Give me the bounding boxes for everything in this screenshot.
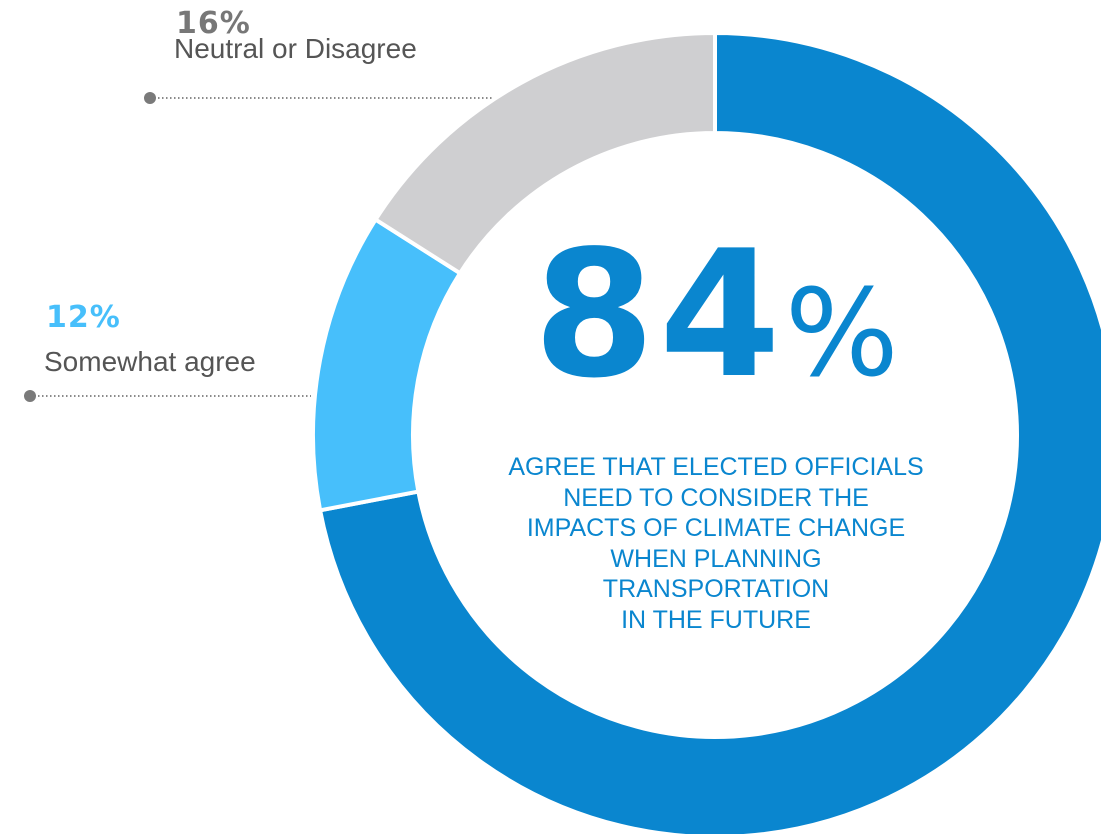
- headline-value: 84: [533, 214, 785, 417]
- neutral-label: Neutral or Disagree: [174, 33, 417, 64]
- callout-somewhat-label: Somewhat agree: [44, 346, 256, 378]
- callout-neutral-label: Neutral or Disagree: [174, 33, 417, 65]
- callout-neutral-leader: [144, 92, 493, 104]
- neutral-percent: 16%: [176, 6, 251, 41]
- callout-somewhat-leader: [24, 390, 311, 402]
- somewhat-percent: 12%: [46, 300, 121, 335]
- callout-neutral: 16%: [176, 6, 251, 41]
- headline-line: IN THE FUTURE: [621, 605, 811, 634]
- headline-line: WHEN PLANNING: [610, 544, 822, 573]
- leader-dot-neutral: [144, 92, 156, 104]
- headline-description: AGREE THAT ELECTED OFFICIALS NEED TO CON…: [416, 452, 1016, 635]
- headline-unit: %: [784, 265, 899, 404]
- somewhat-label: Somewhat agree: [44, 346, 256, 377]
- headline-line: NEED TO CONSIDER THE: [563, 483, 869, 512]
- leader-dot-somewhat: [24, 390, 36, 402]
- slice-agree: [317, 30, 1101, 834]
- callout-somewhat: 12%: [46, 300, 121, 335]
- headline-line: TRANSPORTATION: [602, 575, 830, 603]
- headline-line: IMPACTS OF CLIMATE CHANGE: [526, 514, 906, 542]
- headline-line: AGREE THAT ELECTED OFFICIALS: [508, 453, 924, 481]
- slices-group: [311, 30, 1101, 834]
- headline-percent: 84%: [430, 228, 1002, 403]
- slice-neutral-or-disagree: [372, 30, 717, 276]
